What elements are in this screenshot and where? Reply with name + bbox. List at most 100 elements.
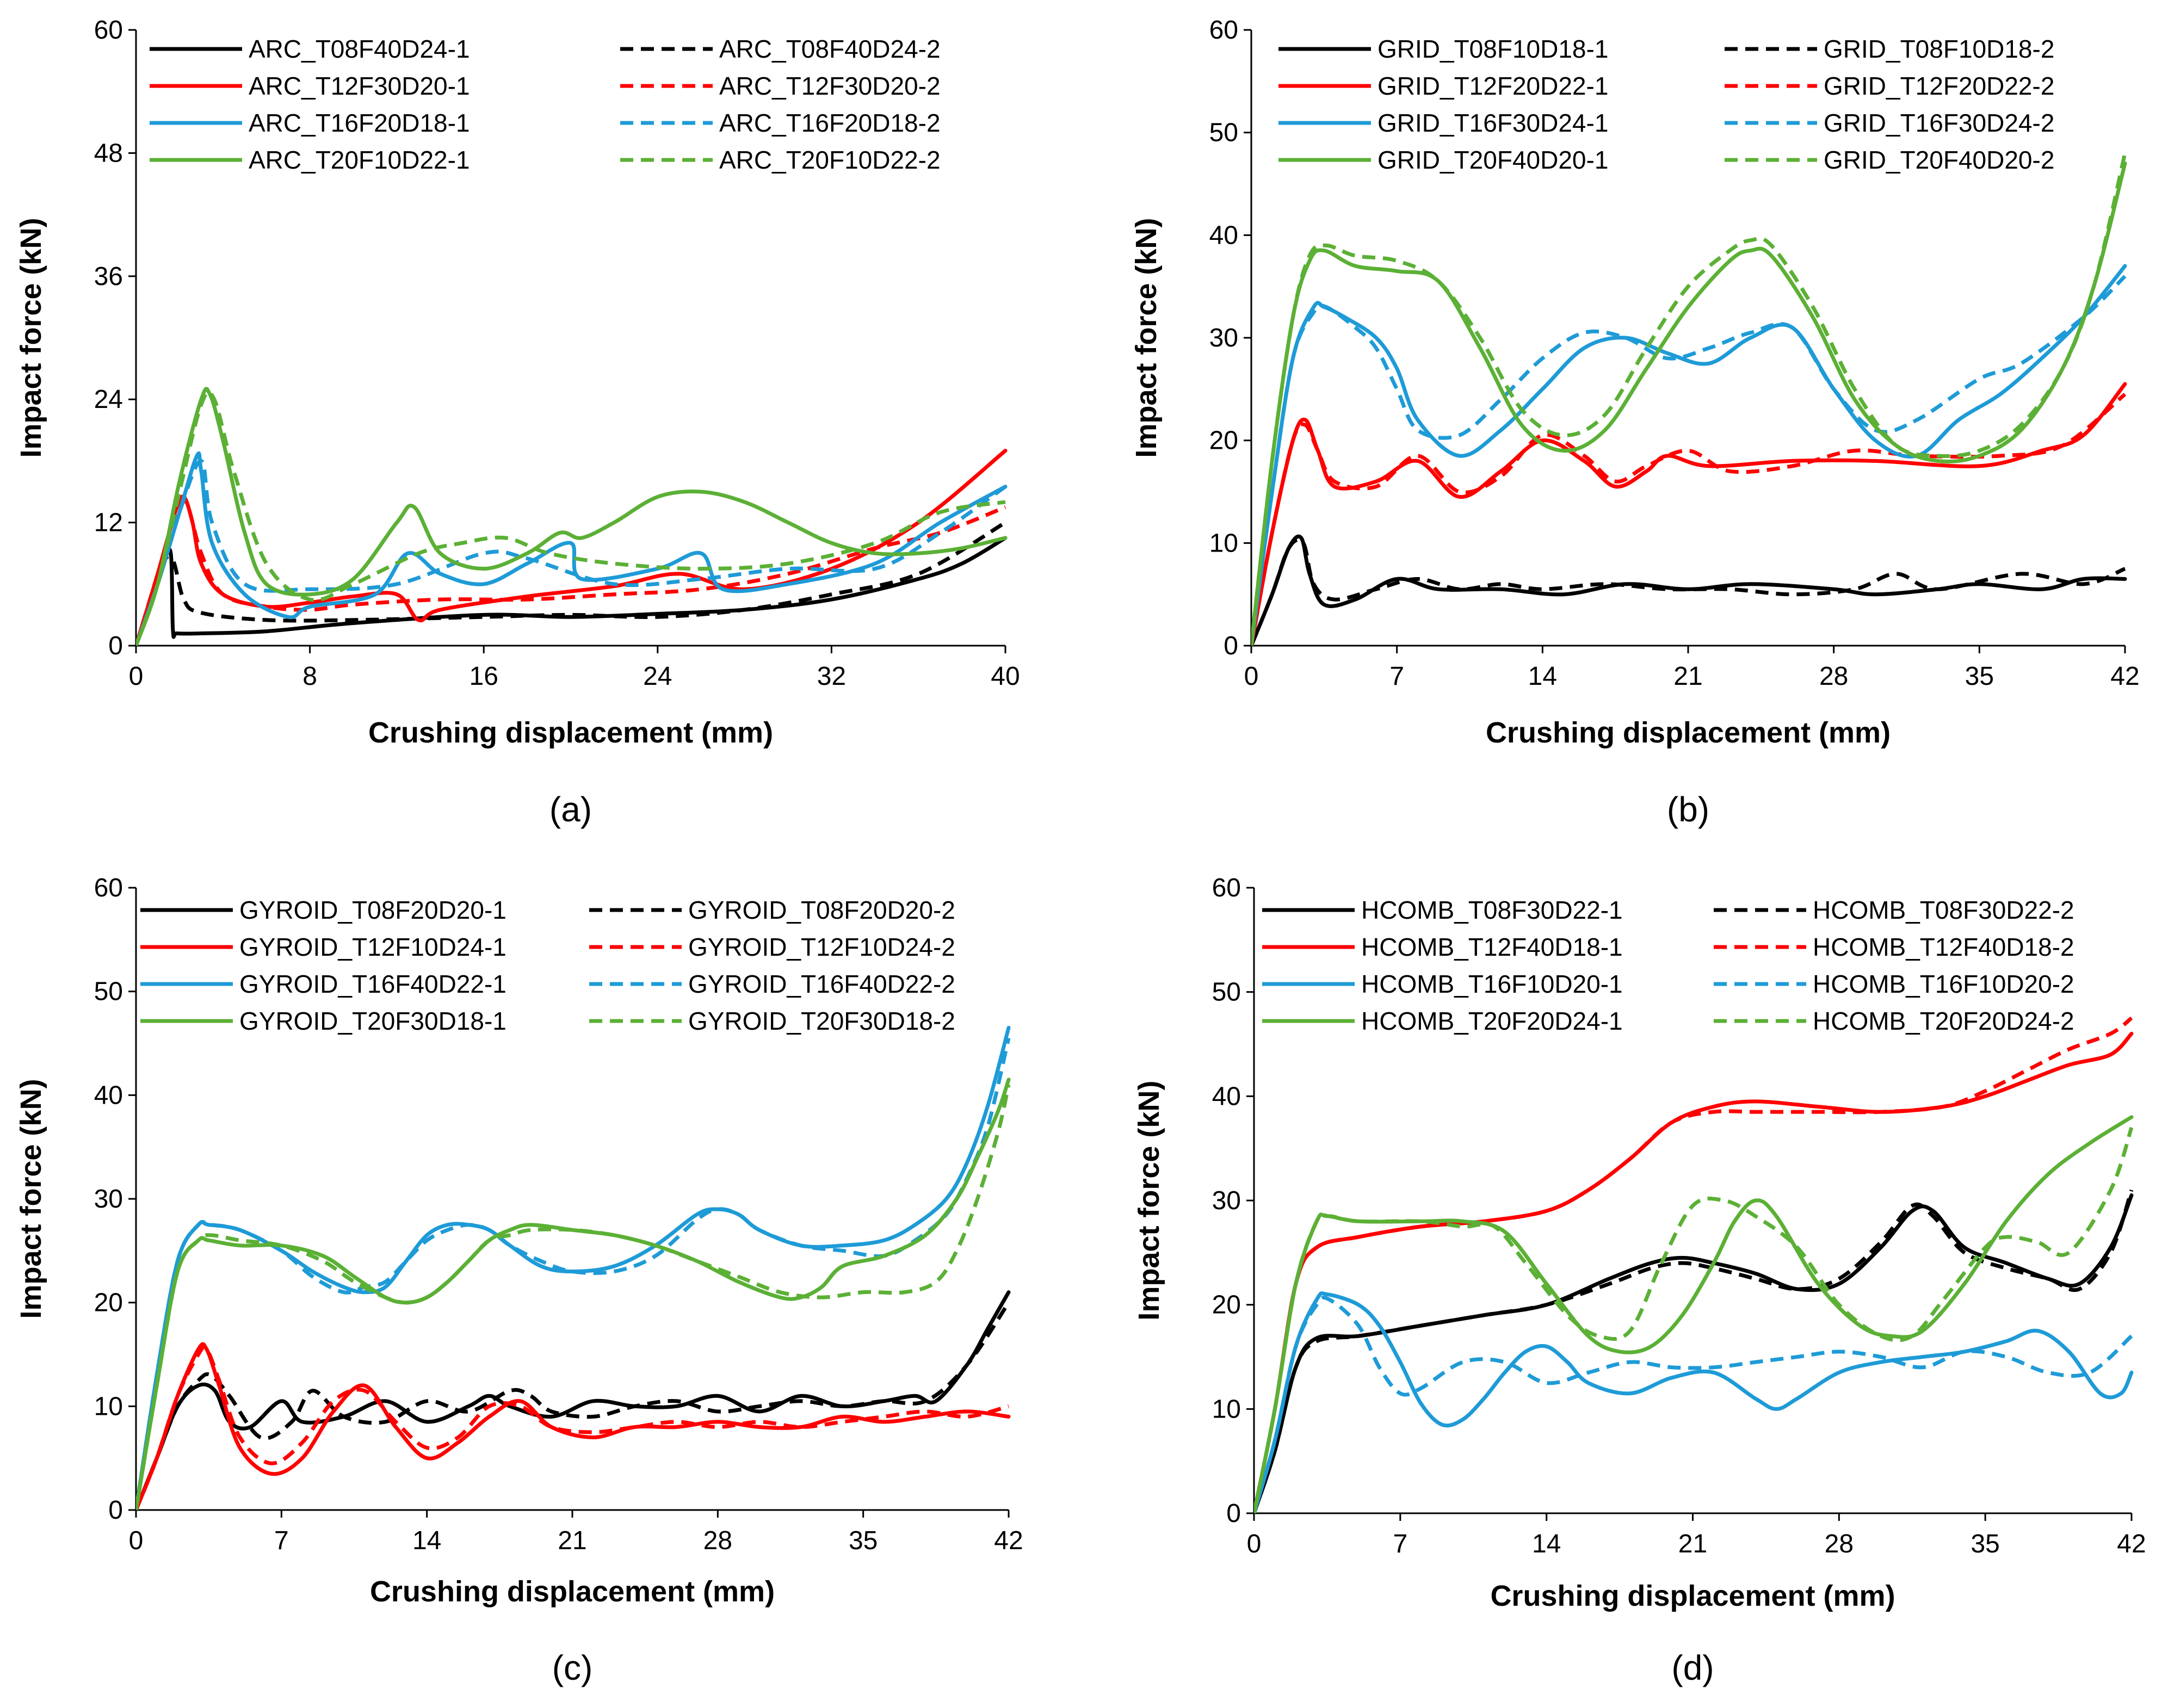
legend: GYROID_T08F20D20-1 GYROID_T08F20D20-2 GYRO… xyxy=(140,896,955,1035)
series-line-HCOMB_T12F40D18-2 xyxy=(1254,1016,2133,1513)
legend-label: HCOMB_T16F10D20-2 xyxy=(1813,970,2074,998)
x-tick-label: 28 xyxy=(1825,1530,1854,1558)
x-axis-title: Crushing displacement (mm) xyxy=(368,716,773,749)
legend-label: HCOMB_T20F20D24-2 xyxy=(1813,1007,2074,1035)
x-tick-label: 21 xyxy=(1673,662,1702,691)
x-tick-label: 7 xyxy=(1393,1530,1407,1558)
legend-label: HCOMB_T20F20D24-1 xyxy=(1361,1007,1623,1035)
legend-label: GYROID_T20F30D18-2 xyxy=(688,1007,955,1035)
legend-label: HCOMB_T08F30D22-1 xyxy=(1361,896,1623,924)
y-tick-label: 40 xyxy=(94,1081,123,1110)
series-line-HCOMB_T20F20D24-2 xyxy=(1254,1127,2134,1513)
y-tick-label: 20 xyxy=(94,1289,123,1317)
y-axis-title: Impact force (kN) xyxy=(1130,218,1163,457)
y-tick-label: 60 xyxy=(94,874,123,902)
series-group xyxy=(1254,1016,2134,1513)
legend-label: ARC_T20F10D22-2 xyxy=(719,146,941,174)
legend-label: ARC_T12F30D20-2 xyxy=(719,72,941,100)
legend-label: HCOMB_T12F40D18-1 xyxy=(1361,933,1623,961)
legend-label: GRID_T16F30D24-1 xyxy=(1377,109,1608,137)
y-tick-label: 12 xyxy=(94,509,123,537)
x-tick-label: 7 xyxy=(1389,662,1404,691)
x-tick-label: 32 xyxy=(817,662,846,691)
panel-caption: (b) xyxy=(1667,790,1709,829)
x-tick-label: 14 xyxy=(412,1526,441,1555)
series-line-ARC_T20F10D22-1 xyxy=(136,387,1008,646)
legend-label: GYROID_T08F20D20-2 xyxy=(688,896,955,924)
series-group xyxy=(136,1025,1011,1510)
legend-label: ARC_T20F10D22-1 xyxy=(249,146,470,174)
x-tick-label: 16 xyxy=(470,662,498,691)
legend-label: GRID_T12F20D22-1 xyxy=(1377,72,1608,100)
series-line-ARC_T16F20D18-1 xyxy=(136,451,1008,646)
x-tick-label: 8 xyxy=(302,662,317,691)
x-tick-label: 28 xyxy=(1819,662,1848,691)
legend-label: GRID_T08F10D18-1 xyxy=(1377,35,1608,63)
y-tick-label: 36 xyxy=(94,262,123,291)
x-tick-label: 7 xyxy=(274,1526,289,1555)
x-tick-label: 24 xyxy=(643,662,672,691)
panel-caption: (a) xyxy=(549,790,592,829)
y-tick-label: 30 xyxy=(1209,324,1238,352)
series-line-HCOMB_T08F30D22-2 xyxy=(1254,1189,2134,1513)
legend-label: GYROID_T12F10D24-1 xyxy=(239,933,506,961)
series-line-GRID_T16F30D24-2 xyxy=(1251,275,2127,646)
series-line-GYROID_T20F30D18-1 xyxy=(136,1078,1011,1510)
y-tick-label: 20 xyxy=(1209,426,1238,455)
x-axis-title: Crushing displacement (mm) xyxy=(1490,1580,1895,1612)
series-group xyxy=(1251,152,2127,646)
y-tick-label: 40 xyxy=(1209,221,1238,250)
y-tick-label: 0 xyxy=(108,632,123,660)
legend-label: HCOMB_T12F40D18-2 xyxy=(1813,933,2074,961)
x-tick-label: 35 xyxy=(849,1526,878,1555)
legend-label: ARC_T16F20D18-2 xyxy=(719,109,941,137)
x-axis-title: Crushing displacement (mm) xyxy=(1486,716,1891,749)
series-line-GYROID_T12F10D24-2 xyxy=(136,1345,1009,1510)
y-tick-label: 0 xyxy=(108,1496,123,1525)
y-tick-label: 30 xyxy=(1212,1186,1241,1215)
legend-label: HCOMB_T08F30D22-2 xyxy=(1813,896,2074,924)
chart-panel-c: 0 10 20 30 40 50 60 0 7 14 21 28 35 42 Crushing displa… xyxy=(15,874,1023,1687)
y-tick-label: 50 xyxy=(1212,978,1241,1007)
y-tick-label: 50 xyxy=(94,977,123,1006)
legend-label: ARC_T16F20D18-1 xyxy=(249,109,470,137)
x-axis-title: Crushing displacement (mm) xyxy=(370,1575,775,1608)
x-tick-label: 0 xyxy=(1244,662,1259,691)
x-tick-label: 42 xyxy=(994,1526,1023,1555)
series-line-GRID_T16F30D24-1 xyxy=(1251,264,2127,646)
legend: HCOMB_T08F30D22-1 HCOMB_T08F30D22-2 HCOMB_… xyxy=(1262,896,2074,1035)
chart-panel-b: 0 10 20 30 40 50 60 0 7 14 21 28 35 42 Crushing displa… xyxy=(1130,16,2140,829)
y-tick-label: 60 xyxy=(1209,16,1238,45)
y-tick-label: 50 xyxy=(1209,119,1238,147)
y-tick-label: 60 xyxy=(94,16,123,45)
y-axis-title: Impact force (kN) xyxy=(1133,1080,1165,1320)
legend-label: GYROID_T12F10D24-2 xyxy=(688,933,955,961)
series-line-HCOMB_T16F10D20-1 xyxy=(1254,1291,2134,1513)
series-line-GRID_T20F40D20-2 xyxy=(1251,152,2127,646)
legend-label: GYROID_T16F40D22-2 xyxy=(688,970,955,998)
legend-label: GYROID_T16F40D22-1 xyxy=(239,970,506,998)
x-tick-label: 40 xyxy=(991,662,1020,691)
series-line-GRID_T20F40D20-1 xyxy=(1251,161,2127,646)
legend-label: GYROID_T20F30D18-1 xyxy=(239,1007,506,1035)
x-tick-label: 28 xyxy=(703,1526,732,1555)
legend-label: GYROID_T08F20D20-1 xyxy=(239,896,506,924)
y-tick-label: 40 xyxy=(1212,1082,1241,1111)
y-tick-label: 0 xyxy=(1226,1499,1241,1528)
series-line-ARC_T08F40D24-2 xyxy=(136,521,1006,646)
x-tick-label: 42 xyxy=(2110,662,2139,691)
y-tick-label: 10 xyxy=(1209,529,1238,558)
series-line-GRID_T08F10D18-2 xyxy=(1251,537,2126,646)
x-tick-label: 21 xyxy=(558,1526,586,1555)
x-tick-label: 14 xyxy=(1528,662,1557,691)
series-line-ARC_T12F30D20-2 xyxy=(136,498,1006,646)
panel-caption: (d) xyxy=(1671,1648,1714,1687)
legend-label: GRID_T20F40D20-1 xyxy=(1377,146,1608,174)
legend-label: HCOMB_T16F10D20-1 xyxy=(1361,970,1623,998)
legend-label: ARC_T12F30D20-1 xyxy=(249,72,470,100)
y-tick-label: 20 xyxy=(1212,1291,1241,1320)
x-tick-label: 0 xyxy=(1247,1530,1262,1558)
y-tick-label: 24 xyxy=(94,385,123,414)
legend: ARC_T08F40D24-1 ARC_T08F40D24-2 ARC_T12F30… xyxy=(150,35,941,174)
